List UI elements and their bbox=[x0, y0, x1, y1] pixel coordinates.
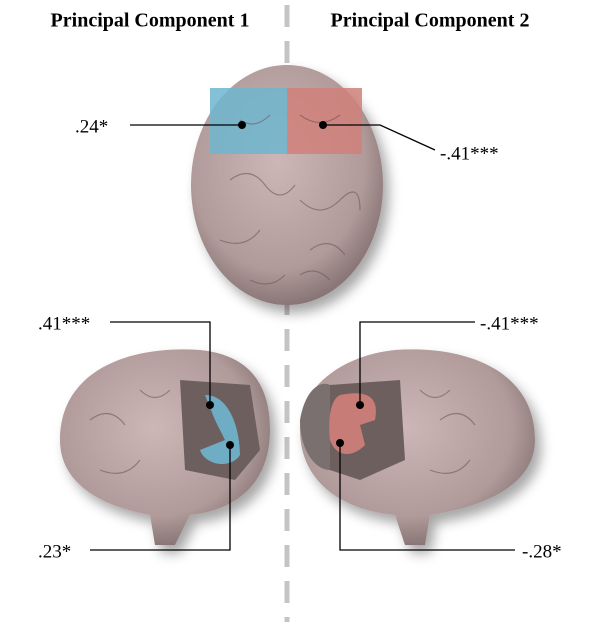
region-blue bbox=[210, 88, 287, 154]
header: Principal Component 2 bbox=[331, 10, 530, 32]
folds bbox=[219, 114, 361, 285]
label: -.28* bbox=[522, 541, 562, 562]
label: -.41*** bbox=[440, 143, 499, 164]
folds bbox=[89, 389, 171, 474]
folds bbox=[419, 389, 476, 474]
cutaway bbox=[300, 383, 330, 470]
label: .24* bbox=[75, 116, 108, 137]
region-red bbox=[287, 88, 362, 154]
region-red bbox=[329, 393, 376, 455]
leaders bbox=[90, 121, 515, 551]
label: -.41*** bbox=[480, 313, 539, 334]
label: .23* bbox=[38, 541, 71, 562]
label: .41*** bbox=[38, 313, 90, 334]
header: Principal Component 1 bbox=[51, 10, 250, 32]
